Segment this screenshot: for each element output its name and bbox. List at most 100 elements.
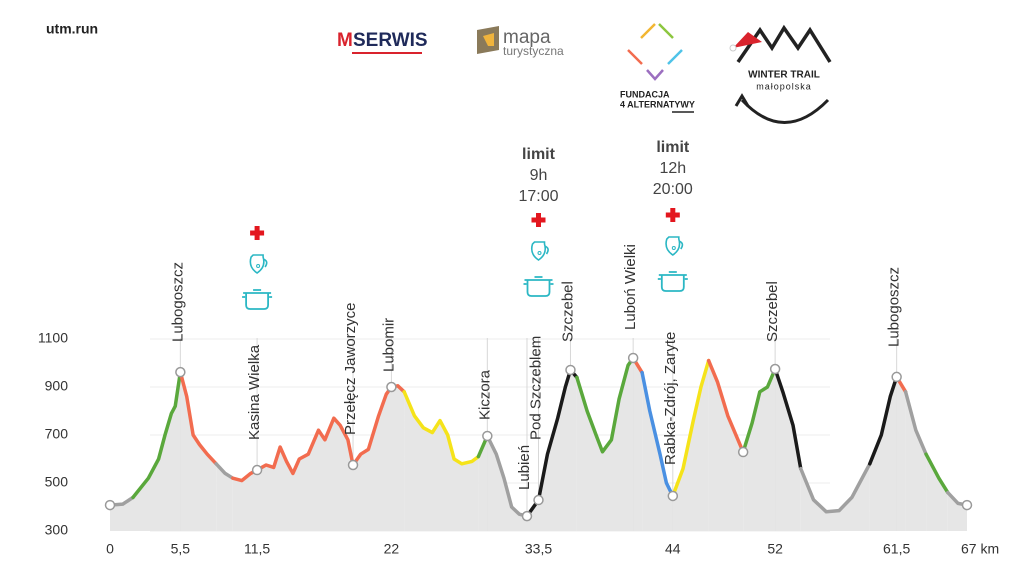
waypoint xyxy=(891,371,902,383)
logo-text: FUNDACJA xyxy=(620,89,670,99)
x-tick-label: 33,5 xyxy=(525,541,552,557)
waypoint-label: Szczebel xyxy=(764,281,781,342)
x-tick-label: 61,5 xyxy=(883,541,910,557)
profile-line xyxy=(924,452,950,495)
limit-label: limit xyxy=(656,139,690,156)
jug-icon xyxy=(537,251,542,255)
x-tick-label: 0 xyxy=(106,541,114,557)
waypoint xyxy=(737,446,749,458)
waypoint xyxy=(667,490,679,502)
profile-area xyxy=(672,360,709,531)
pot-icon xyxy=(657,271,688,292)
waypoint xyxy=(565,364,576,376)
cross-icon xyxy=(670,208,676,222)
logo-icon xyxy=(729,44,737,52)
logo-icon xyxy=(483,33,494,46)
x-tick-label: 52 xyxy=(767,541,783,557)
profile-line xyxy=(868,375,899,466)
aid-station xyxy=(523,213,554,297)
y-tick-label: 500 xyxy=(45,474,69,490)
logo-icon xyxy=(627,49,643,65)
logo-text: M xyxy=(337,30,353,51)
jug-icon xyxy=(256,264,261,268)
profile-line xyxy=(798,462,872,514)
pot-icon xyxy=(242,289,273,310)
cross-icon xyxy=(536,213,541,227)
limit-label: 12h xyxy=(659,160,686,177)
profile-area xyxy=(708,360,744,531)
limit-label: 20:00 xyxy=(653,181,693,198)
profile-area xyxy=(905,391,927,531)
waypoint-label: Lubień xyxy=(516,445,533,490)
profile-area xyxy=(926,454,948,531)
waypoint xyxy=(482,430,493,442)
logo-winter-trail: WINTER TRAIL małopolska xyxy=(729,24,832,124)
waypoint xyxy=(533,494,544,506)
y-tick-label: 900 xyxy=(45,378,69,394)
profile-area xyxy=(775,369,801,531)
logo-icon xyxy=(740,98,830,124)
x-tick-label: 5,5 xyxy=(171,541,191,557)
logo-text: SERWIS xyxy=(353,30,428,51)
waypoint-label: Lubomir xyxy=(380,318,397,372)
waypoint-label: Szczebel xyxy=(559,281,576,342)
logo-fundacja: FUNDACJA 4 ALTERNATYWY xyxy=(620,23,695,113)
limit-label: limit xyxy=(522,146,556,163)
cross-icon xyxy=(254,226,260,240)
jug-icon xyxy=(530,241,549,261)
waypoint-label: Pod Szczeblem xyxy=(527,336,544,440)
profile-line xyxy=(903,390,928,456)
waypoint-label: Rabka-Zdrój, Zaryte xyxy=(662,332,679,465)
x-tick-label: 67 km xyxy=(961,541,999,557)
logo-text: 4 ALTERNATYWY xyxy=(620,99,695,109)
limit-label: 9h xyxy=(530,167,548,184)
jug-icon xyxy=(665,236,684,256)
logo-icon xyxy=(733,32,762,48)
profile-line xyxy=(671,358,711,498)
profile-area xyxy=(180,372,217,531)
profile-line xyxy=(640,370,675,498)
profile-area xyxy=(216,463,233,531)
profile-line xyxy=(706,358,745,454)
site-name: utm.run xyxy=(46,21,98,37)
waypoint-label: Kasina Wielka xyxy=(246,344,263,440)
logo-icon xyxy=(667,49,683,65)
waypoint xyxy=(961,499,973,511)
waypoint-label: Lubogoszcz xyxy=(886,267,903,347)
waypoint xyxy=(251,464,263,476)
waypoint-label: Kiczora xyxy=(476,369,493,420)
pot-icon xyxy=(523,276,554,297)
logo-icon xyxy=(640,23,656,39)
profile-line xyxy=(214,462,235,480)
waypoint xyxy=(347,459,359,471)
waypoint xyxy=(769,363,781,375)
logo-icon xyxy=(734,93,750,107)
profile-line xyxy=(773,367,803,471)
x-tick-label: 22 xyxy=(384,541,400,557)
profile-area xyxy=(869,376,897,531)
x-tick-label: 11,5 xyxy=(244,541,270,557)
waypoint xyxy=(386,381,397,393)
jug-icon xyxy=(671,246,676,250)
profile-line xyxy=(131,370,183,500)
logo-mserwis: M SERWIS xyxy=(337,30,428,54)
logo-text: małopolska xyxy=(756,81,812,91)
profile-area xyxy=(800,463,870,531)
profile-line xyxy=(741,367,777,454)
waypoint-label: Luboń Wielki xyxy=(622,244,639,330)
logo-icon xyxy=(736,24,832,63)
profile-area xyxy=(743,369,776,531)
profile-area xyxy=(404,391,479,531)
logo-underline xyxy=(352,52,422,54)
profile-area xyxy=(526,369,577,531)
waypoint xyxy=(104,499,116,511)
profile-line xyxy=(485,434,529,518)
y-tick-label: 700 xyxy=(45,426,69,442)
profile-line xyxy=(231,384,406,483)
x-tick-label: 44 xyxy=(665,541,681,557)
waypoint-label: Przełęcz Jaworzyce xyxy=(342,302,359,435)
profile-line xyxy=(575,356,635,454)
limit-label: 17:00 xyxy=(518,188,558,205)
waypoint-label: Lubogoszcz xyxy=(169,262,186,342)
